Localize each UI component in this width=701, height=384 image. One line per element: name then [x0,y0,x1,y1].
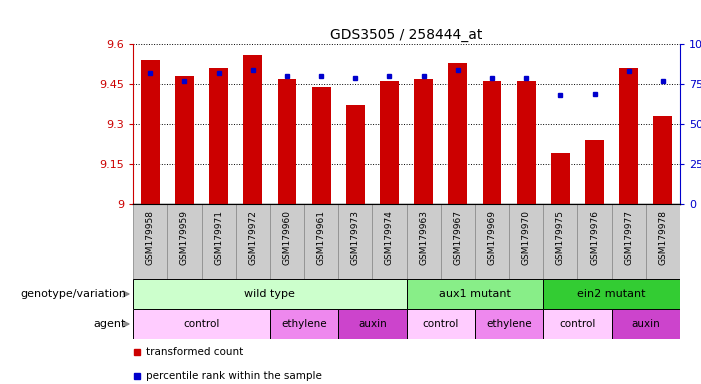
Bar [475,204,509,279]
Text: GSM179977: GSM179977 [624,210,633,265]
Text: GSM179959: GSM179959 [180,210,189,265]
Text: GSM179975: GSM179975 [556,210,565,265]
Bar [312,87,331,204]
Text: GSM179967: GSM179967 [454,210,463,265]
Bar [543,279,680,309]
Bar [141,60,160,204]
Bar [338,309,407,339]
Bar [543,309,611,339]
Text: ethylene: ethylene [486,319,532,329]
Bar [243,55,262,204]
Text: auxin: auxin [358,319,387,329]
Bar [517,81,536,204]
Bar [611,204,646,279]
Text: control: control [184,319,219,329]
Text: transformed count: transformed count [146,347,243,357]
Text: GSM179970: GSM179970 [522,210,531,265]
Bar [380,81,399,204]
Bar [133,204,168,279]
Bar [133,309,270,339]
Bar [551,153,570,204]
Bar [304,204,338,279]
Text: GSM179960: GSM179960 [283,210,292,265]
Text: GSM179971: GSM179971 [214,210,223,265]
Bar [585,140,604,204]
Bar [441,204,475,279]
Bar [209,68,228,204]
Text: GSM179974: GSM179974 [385,210,394,265]
Bar [619,68,638,204]
Text: GSM179973: GSM179973 [350,210,360,265]
Text: control: control [559,319,596,329]
Bar [407,309,475,339]
Bar [407,204,441,279]
Bar [482,81,501,204]
Text: GSM179976: GSM179976 [590,210,599,265]
Text: agent: agent [94,319,126,329]
Bar [175,76,194,204]
Text: ein2 mutant: ein2 mutant [578,289,646,299]
Text: aux1 mutant: aux1 mutant [439,289,511,299]
Bar [578,204,612,279]
Bar [653,116,672,204]
Bar [346,105,365,204]
Text: GSM179978: GSM179978 [658,210,667,265]
Text: GSM179961: GSM179961 [317,210,326,265]
Bar [278,79,297,204]
Text: GSM179958: GSM179958 [146,210,155,265]
Bar [646,204,680,279]
Bar [338,204,372,279]
Text: ethylene: ethylene [281,319,327,329]
Bar [414,79,433,204]
Bar [270,204,304,279]
Bar [270,309,338,339]
Bar [407,279,543,309]
Text: auxin: auxin [632,319,660,329]
Bar [509,204,543,279]
Title: GDS3505 / 258444_at: GDS3505 / 258444_at [330,28,483,41]
Text: percentile rank within the sample: percentile rank within the sample [146,371,322,381]
Bar [202,204,236,279]
Text: GSM179969: GSM179969 [487,210,496,265]
Bar [372,204,407,279]
Bar [449,63,468,204]
Bar [236,204,270,279]
Text: GSM179963: GSM179963 [419,210,428,265]
Text: wild type: wild type [245,289,295,299]
Text: genotype/variation: genotype/variation [20,289,126,299]
Bar [168,204,202,279]
Text: control: control [423,319,459,329]
Bar [611,309,680,339]
Text: GSM179972: GSM179972 [248,210,257,265]
Bar [475,309,543,339]
Bar [133,279,407,309]
Bar [543,204,578,279]
